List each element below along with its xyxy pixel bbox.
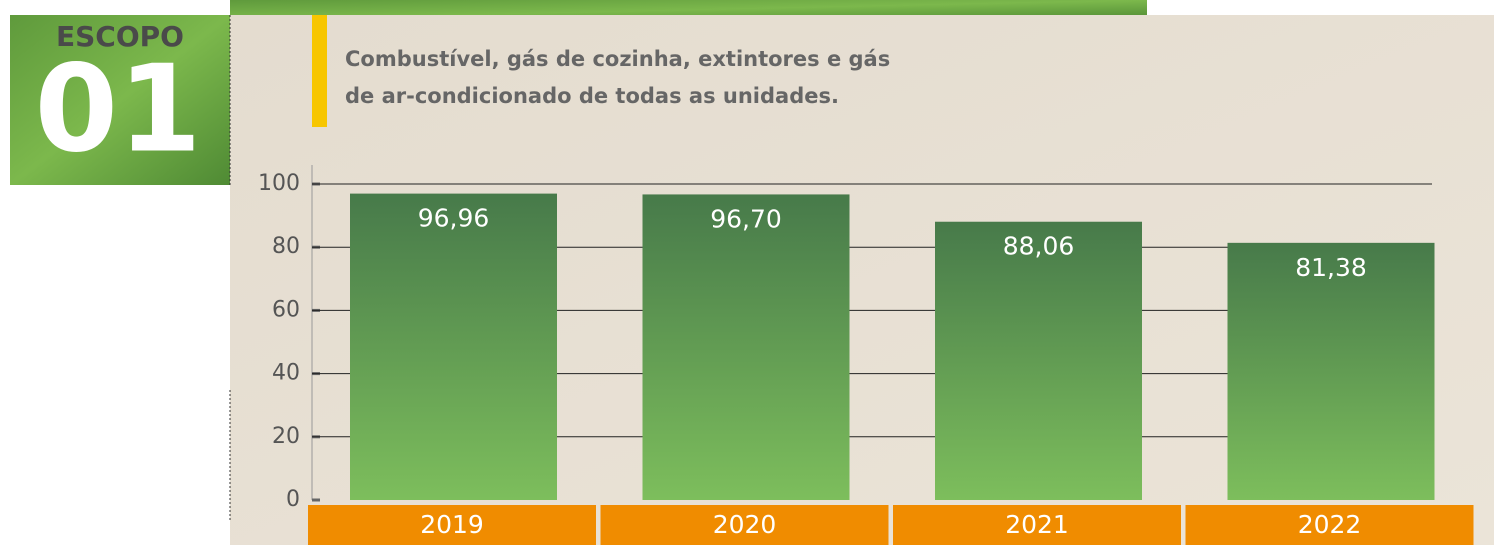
y-tick-label: 60 bbox=[272, 297, 300, 322]
x-tick-label: 2021 bbox=[1005, 510, 1069, 539]
bar bbox=[935, 221, 1142, 500]
category-box bbox=[893, 505, 1181, 545]
y-tick-label: 80 bbox=[272, 234, 300, 259]
bar bbox=[1227, 242, 1435, 500]
value-label: 81,38 bbox=[1295, 253, 1367, 282]
badge-box bbox=[10, 15, 230, 185]
category-box bbox=[308, 505, 596, 545]
y-tick-label: 20 bbox=[272, 424, 300, 449]
category-box bbox=[600, 505, 889, 545]
y-tick-label: 0 bbox=[286, 487, 300, 512]
x-tick-label: 2019 bbox=[420, 510, 484, 539]
x-tick-label: 2022 bbox=[1298, 510, 1362, 539]
bar bbox=[642, 194, 850, 501]
bar bbox=[350, 193, 557, 501]
badge-number: 01 bbox=[35, 41, 202, 180]
y-tick-label: 40 bbox=[272, 361, 300, 386]
value-label: 96,70 bbox=[710, 204, 782, 233]
value-label: 88,06 bbox=[1003, 232, 1075, 261]
title-accent bbox=[312, 15, 327, 127]
badge-label: ESCOPO bbox=[56, 20, 184, 53]
chart-title: Combustível, gás de cozinha, extintores … bbox=[345, 47, 890, 71]
value-label: 96,96 bbox=[418, 204, 490, 233]
y-tick-label: 100 bbox=[258, 171, 300, 196]
chart-title: de ar-condicionado de todas as unidades. bbox=[345, 84, 839, 108]
x-tick-label: 2020 bbox=[713, 510, 777, 539]
category-box bbox=[1185, 505, 1474, 545]
